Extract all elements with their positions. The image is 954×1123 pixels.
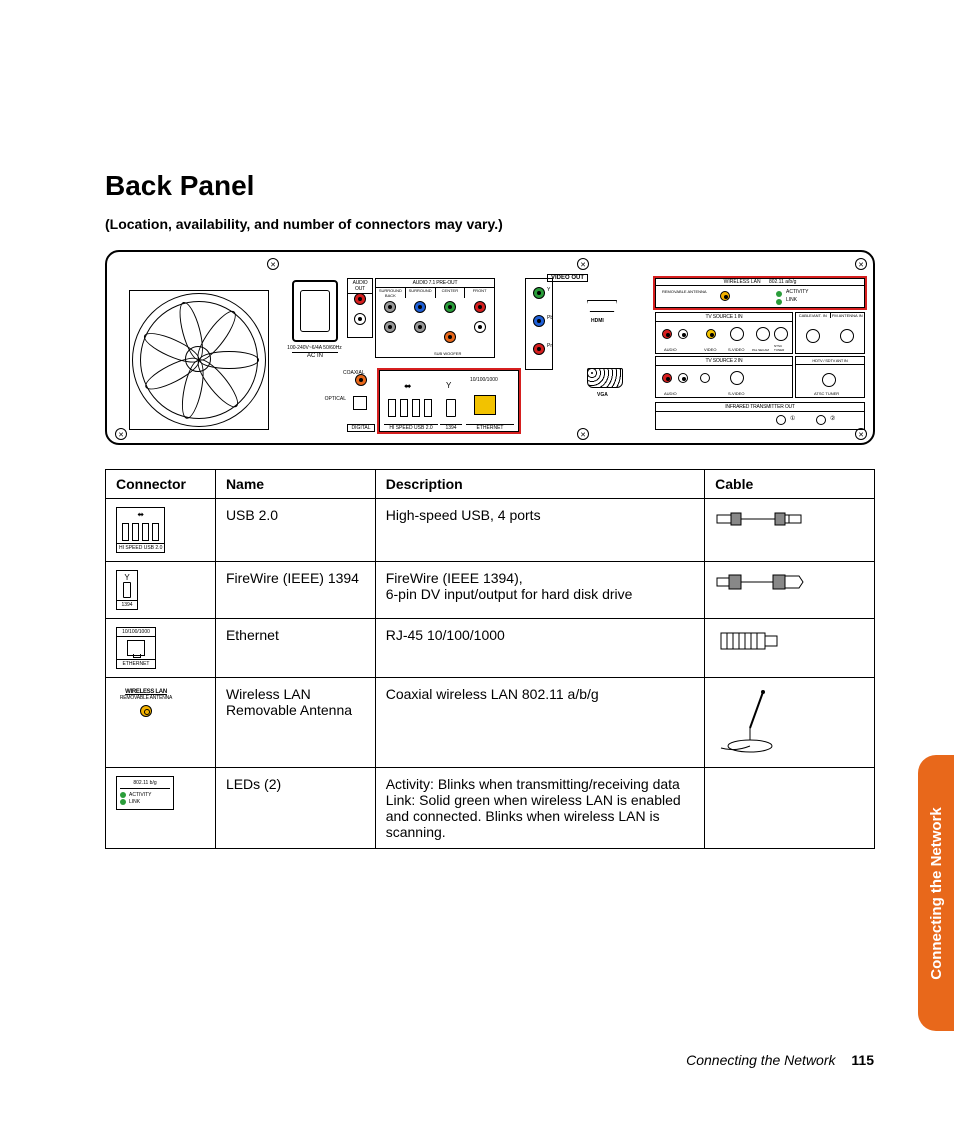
table-row: Y 1394 FireWire (IEEE) 1394 FireWire (IE… [106, 562, 875, 619]
ac-spec-label: 100-240V~6/4A 50/60Hz [277, 345, 352, 351]
usb-ports-icon: ⬌ HI SPEED USB 2.0 [116, 507, 165, 553]
audio-out-block: AUDIO OUT [347, 278, 373, 338]
footer-chapter: Connecting the Network [686, 1052, 835, 1068]
leds-icon: 802.11 b/g ACTIVITY LINK [116, 776, 174, 810]
th-connector: Connector [106, 470, 216, 499]
cable-ant-block: CABLE/ANT. IN FM ANTENNA IN [795, 312, 865, 354]
digital-block: COAXIAL OPTICAL DIGITAL [347, 370, 375, 432]
page-footer: Connecting the Network 115 [686, 1052, 874, 1068]
section-tab-label: Connecting the Network [928, 807, 945, 980]
cell-description: Coaxial wireless LAN 802.11 a/b/g [375, 678, 704, 768]
cell-description: FireWire (IEEE 1394), 6-pin DV input/out… [375, 562, 704, 619]
th-description: Description [375, 470, 704, 499]
screw-icon [115, 428, 127, 440]
hdmi-port-icon [587, 300, 617, 312]
cell-name: Wireless LAN Removable Antenna [215, 678, 375, 768]
usb-1394-eth-block: ⬌ HI SPEED USB 2.0 Y 1394 10/100/1000 ET… [379, 370, 519, 432]
antenna-icon [715, 686, 785, 756]
ethernet-cable-icon [715, 627, 785, 657]
screw-icon [577, 258, 589, 270]
page-subtitle: (Location, availability, and number of c… [105, 216, 874, 232]
cell-description: RJ-45 10/100/1000 [375, 619, 704, 678]
cell-name: FireWire (IEEE) 1394 [215, 562, 375, 619]
footer-page-number: 115 [851, 1052, 874, 1068]
video-out-component: Y Pb Pr [525, 278, 553, 370]
back-panel-diagram: 100-240V~6/4A 50/60Hz AC IN AUDIO OUT AU… [105, 250, 875, 445]
table-row: 10/100/1000 ETHERNET Ethernet RJ-45 10/1… [106, 619, 875, 678]
tv-source-2-block: TV SOURCE 2 IN AUDIO S-VIDEO [655, 356, 793, 398]
wireless-antenna-icon: WIRELESS LAN REMOVABLE ANTENNA [116, 689, 176, 717]
audio-71-label: AUDIO 7.1 PRE-OUT [376, 279, 494, 288]
tv-source-1-block: TV SOURCE 1 IN AUDIO VIDEO S-VIDEO PAL S… [655, 312, 793, 354]
table-row: 802.11 b/g ACTIVITY LINK LEDs (2) Activi… [106, 768, 875, 849]
table-row: WIRELESS LAN REMOVABLE ANTENNA Wireless … [106, 678, 875, 768]
ac-in-label: AC IN [292, 352, 338, 359]
ir-out-block: INFRARED TRANSMITTER OUT ① ② [655, 402, 865, 430]
cell-name: USB 2.0 [215, 499, 375, 562]
table-header-row: Connector Name Description Cable [106, 470, 875, 499]
hdtv-ant-block: HDTV / SDTV ANT IN ATSC TUNER [795, 356, 865, 398]
firewire-port-icon: Y 1394 [116, 570, 138, 610]
screw-icon [267, 258, 279, 270]
cell-name: LEDs (2) [215, 768, 375, 849]
cell-description: Activity: Blinks when transmitting/recei… [375, 768, 704, 849]
page-title: Back Panel [105, 170, 874, 202]
cell-name: Ethernet [215, 619, 375, 678]
screw-icon [855, 258, 867, 270]
audio-71-block: AUDIO 7.1 PRE-OUT SURROUND BACK SURROUND… [375, 278, 495, 358]
th-cable: Cable [705, 470, 875, 499]
screw-icon [577, 428, 589, 440]
section-tab: Connecting the Network [918, 755, 954, 1031]
video-out-label: VIDEO OUT [547, 274, 588, 282]
audio-out-label: AUDIO OUT [348, 279, 372, 294]
connectors-table: Connector Name Description Cable ⬌ HI SP… [105, 469, 875, 849]
cell-description: High-speed USB, 4 ports [375, 499, 704, 562]
wireless-lan-block: WIRELESS LAN 802.11 a/b/g REMOVABLE ANTE… [655, 278, 865, 308]
table-row: ⬌ HI SPEED USB 2.0 USB 2.0 High-speed US… [106, 499, 875, 562]
th-name: Name [215, 470, 375, 499]
firewire-cable-icon [715, 570, 805, 594]
ethernet-port-icon: 10/100/1000 ETHERNET [116, 627, 156, 669]
usb-cable-icon [715, 507, 805, 531]
fan-icon [129, 290, 269, 430]
ac-power-socket-icon [292, 280, 338, 342]
vga-port-icon [587, 368, 623, 388]
